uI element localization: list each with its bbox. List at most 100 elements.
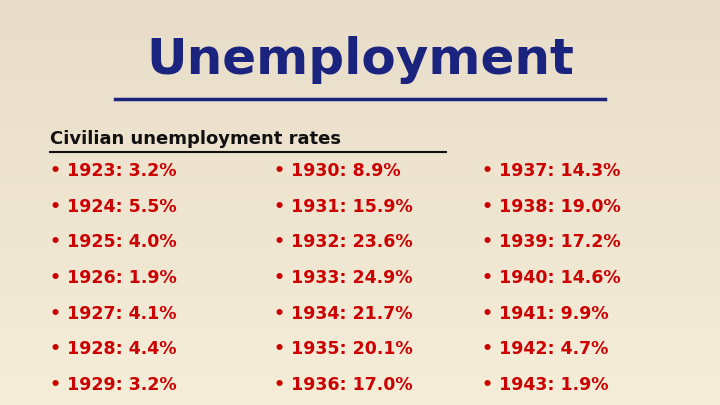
Bar <box>0 168 720 170</box>
Text: • 1942: 4.7%: • 1942: 4.7% <box>482 340 609 358</box>
Text: • 1925: 4.0%: • 1925: 4.0% <box>50 233 177 251</box>
Bar <box>0 71 720 73</box>
Bar <box>0 180 720 182</box>
Bar <box>0 320 720 322</box>
Text: • 1941: 9.9%: • 1941: 9.9% <box>482 305 609 322</box>
Bar <box>0 109 720 111</box>
Bar <box>0 227 720 229</box>
Bar <box>0 198 720 200</box>
Bar <box>0 300 720 302</box>
Bar <box>0 57 720 59</box>
Bar <box>0 326 720 328</box>
Bar <box>0 166 720 168</box>
Bar <box>0 24 720 26</box>
Bar <box>0 0 720 2</box>
Bar <box>0 358 720 360</box>
Bar <box>0 346 720 348</box>
Bar <box>0 6 720 8</box>
Bar <box>0 322 720 324</box>
Bar <box>0 223 720 225</box>
Bar <box>0 18 720 20</box>
Bar <box>0 176 720 178</box>
Bar <box>0 10 720 12</box>
Bar <box>0 115 720 117</box>
Bar <box>0 182 720 184</box>
Bar <box>0 22 720 24</box>
Text: • 1929: 3.2%: • 1929: 3.2% <box>50 376 177 394</box>
Bar <box>0 75 720 77</box>
Bar <box>0 87 720 89</box>
Bar <box>0 393 720 395</box>
Bar <box>0 316 720 318</box>
Bar <box>0 310 720 312</box>
Bar <box>0 296 720 298</box>
Bar <box>0 314 720 316</box>
Bar <box>0 132 720 134</box>
Bar <box>0 330 720 332</box>
Bar <box>0 53 720 55</box>
Bar <box>0 73 720 75</box>
Bar <box>0 113 720 115</box>
Bar <box>0 134 720 136</box>
Bar <box>0 186 720 188</box>
Bar <box>0 273 720 275</box>
Bar <box>0 111 720 113</box>
Bar <box>0 302 720 304</box>
Bar <box>0 219 720 221</box>
Text: • 1935: 20.1%: • 1935: 20.1% <box>274 340 413 358</box>
Bar <box>0 391 720 393</box>
Bar <box>0 328 720 330</box>
Text: Unemployment: Unemployment <box>146 36 574 85</box>
Bar <box>0 128 720 130</box>
Bar <box>0 124 720 126</box>
Text: • 1936: 17.0%: • 1936: 17.0% <box>274 376 413 394</box>
Bar <box>0 304 720 306</box>
Bar <box>0 231 720 233</box>
Bar <box>0 103 720 105</box>
Bar <box>0 200 720 202</box>
Bar <box>0 105 720 107</box>
Bar <box>0 279 720 281</box>
Bar <box>0 67 720 69</box>
Bar <box>0 97 720 99</box>
Bar <box>0 49 720 51</box>
Bar <box>0 369 720 371</box>
Bar <box>0 247 720 249</box>
Bar <box>0 79 720 81</box>
Bar <box>0 36 720 38</box>
Bar <box>0 154 720 156</box>
Bar <box>0 251 720 253</box>
Bar <box>0 338 720 340</box>
Bar <box>0 63 720 65</box>
Bar <box>0 308 720 310</box>
Bar <box>0 324 720 326</box>
Bar <box>0 202 720 205</box>
Bar <box>0 306 720 308</box>
Bar <box>0 43 720 45</box>
Text: • 1934: 21.7%: • 1934: 21.7% <box>274 305 412 322</box>
Bar <box>0 385 720 387</box>
Bar <box>0 298 720 300</box>
Bar <box>0 288 720 290</box>
Bar <box>0 140 720 142</box>
Bar <box>0 275 720 277</box>
Bar <box>0 265 720 267</box>
Bar <box>0 237 720 239</box>
Bar <box>0 89 720 91</box>
Text: • 1926: 1.9%: • 1926: 1.9% <box>50 269 177 287</box>
Bar <box>0 213 720 215</box>
Bar <box>0 377 720 379</box>
Bar <box>0 146 720 148</box>
Bar <box>0 387 720 389</box>
Bar <box>0 375 720 377</box>
Bar <box>0 164 720 166</box>
Bar <box>0 261 720 263</box>
Bar <box>0 225 720 227</box>
Bar <box>0 8 720 10</box>
Text: • 1933: 24.9%: • 1933: 24.9% <box>274 269 412 287</box>
Bar <box>0 233 720 235</box>
Text: • 1923: 3.2%: • 1923: 3.2% <box>50 162 177 180</box>
Bar <box>0 243 720 245</box>
Bar <box>0 211 720 213</box>
Bar <box>0 194 720 196</box>
